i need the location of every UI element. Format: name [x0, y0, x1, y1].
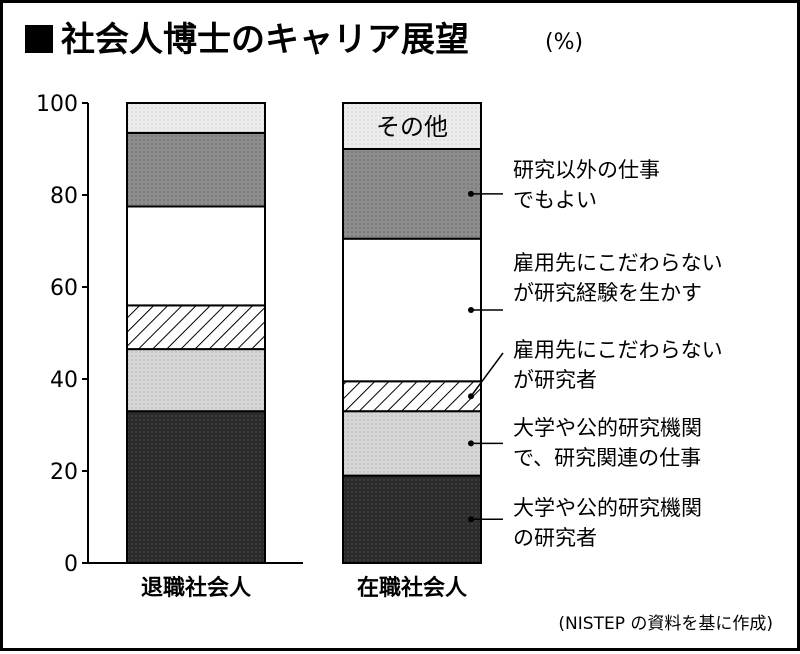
y-tick-label: 60 [50, 276, 78, 301]
legend-label: が研究者 [513, 368, 597, 392]
legend-label: 研究以外の仕事 [513, 158, 660, 182]
bar-segment [126, 304, 266, 351]
bar-segment [126, 348, 266, 413]
bar-segment [126, 205, 266, 307]
title-square-icon [25, 25, 53, 53]
category-label: 退職社会人 [141, 575, 251, 601]
category-label: 在職社会人 [357, 575, 467, 601]
legend-label: 雇用先にこだわらない [513, 251, 723, 275]
legend-label: 雇用先にこだわらない [513, 338, 723, 362]
inbar-label: その他 [376, 113, 448, 141]
legend-label: が研究経験を生かす [513, 281, 702, 305]
legend-label: の研究者 [513, 526, 597, 550]
bar-segment [126, 102, 266, 134]
source-note: (NISTEP の資料を基に作成) [558, 614, 773, 634]
legend-label: 大学や公的研究機関 [513, 416, 702, 440]
bar-segment [126, 131, 266, 208]
y-tick-label: 0 [64, 552, 78, 577]
y-tick-label: 20 [50, 460, 78, 485]
bar-segment [342, 474, 482, 565]
bar-segment [126, 410, 266, 565]
legend-label: で、研究関連の仕事 [513, 446, 701, 470]
stacked-bar-chart: 社会人博士のキャリア展望 (%) 0 20 40 60 80 100 退職社会人 在職社会人… [25, 20, 773, 634]
legend-label: でもよい [513, 188, 597, 212]
bar-segment [342, 102, 482, 150]
chart-title: 社会人博士のキャリア展望 [61, 20, 469, 60]
legend-label: 大学や公的研究機関 [513, 496, 702, 520]
y-tick-label: 80 [50, 184, 78, 209]
chart-unit: (%) [545, 30, 583, 55]
bar-segment [342, 380, 482, 413]
y-tick-label: 100 [36, 92, 78, 117]
bar-segment [342, 410, 482, 477]
bar-segment [342, 148, 482, 240]
y-tick-label: 40 [50, 368, 78, 393]
legend-leader-line [470, 352, 504, 397]
bar-segment [342, 237, 482, 383]
